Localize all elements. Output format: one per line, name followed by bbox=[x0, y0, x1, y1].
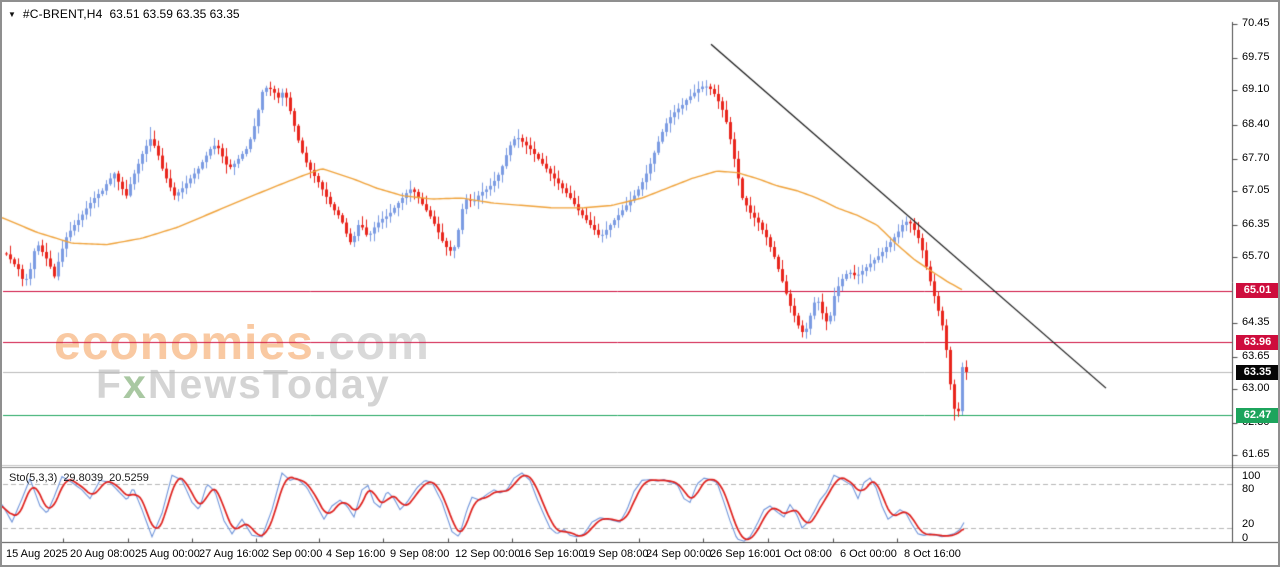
price-line-badge-support-line[interactable]: 63.96 bbox=[1236, 334, 1278, 350]
symbol-dropdown-arrow-icon[interactable]: ▼ bbox=[8, 9, 16, 19]
price-line-badge-current-price-line: 63.35 bbox=[1236, 364, 1278, 380]
ohlc-quote-values: 63.51 63.59 63.35 63.35 bbox=[109, 7, 240, 21]
stochastic-name: Sto(5,3,3) bbox=[9, 472, 58, 484]
price-line-badge-target-line[interactable]: 62.47 bbox=[1236, 407, 1278, 423]
symbol-timeframe-title: #C-BRENT,H4 bbox=[22, 7, 103, 21]
stochastic-indicator-label: Sto(5,3,3) 29.8039 20.5259 bbox=[9, 472, 149, 484]
price-line-badge-resistance-line[interactable]: 65.01 bbox=[1236, 283, 1278, 299]
stochastic-k-value: 29.8039 bbox=[63, 472, 104, 484]
stochastic-d-value: 20.5259 bbox=[109, 472, 149, 484]
chart-titlebar: ▼ #C-BRENT,H4 63.51 63.59 63.35 63.35 bbox=[8, 6, 240, 22]
